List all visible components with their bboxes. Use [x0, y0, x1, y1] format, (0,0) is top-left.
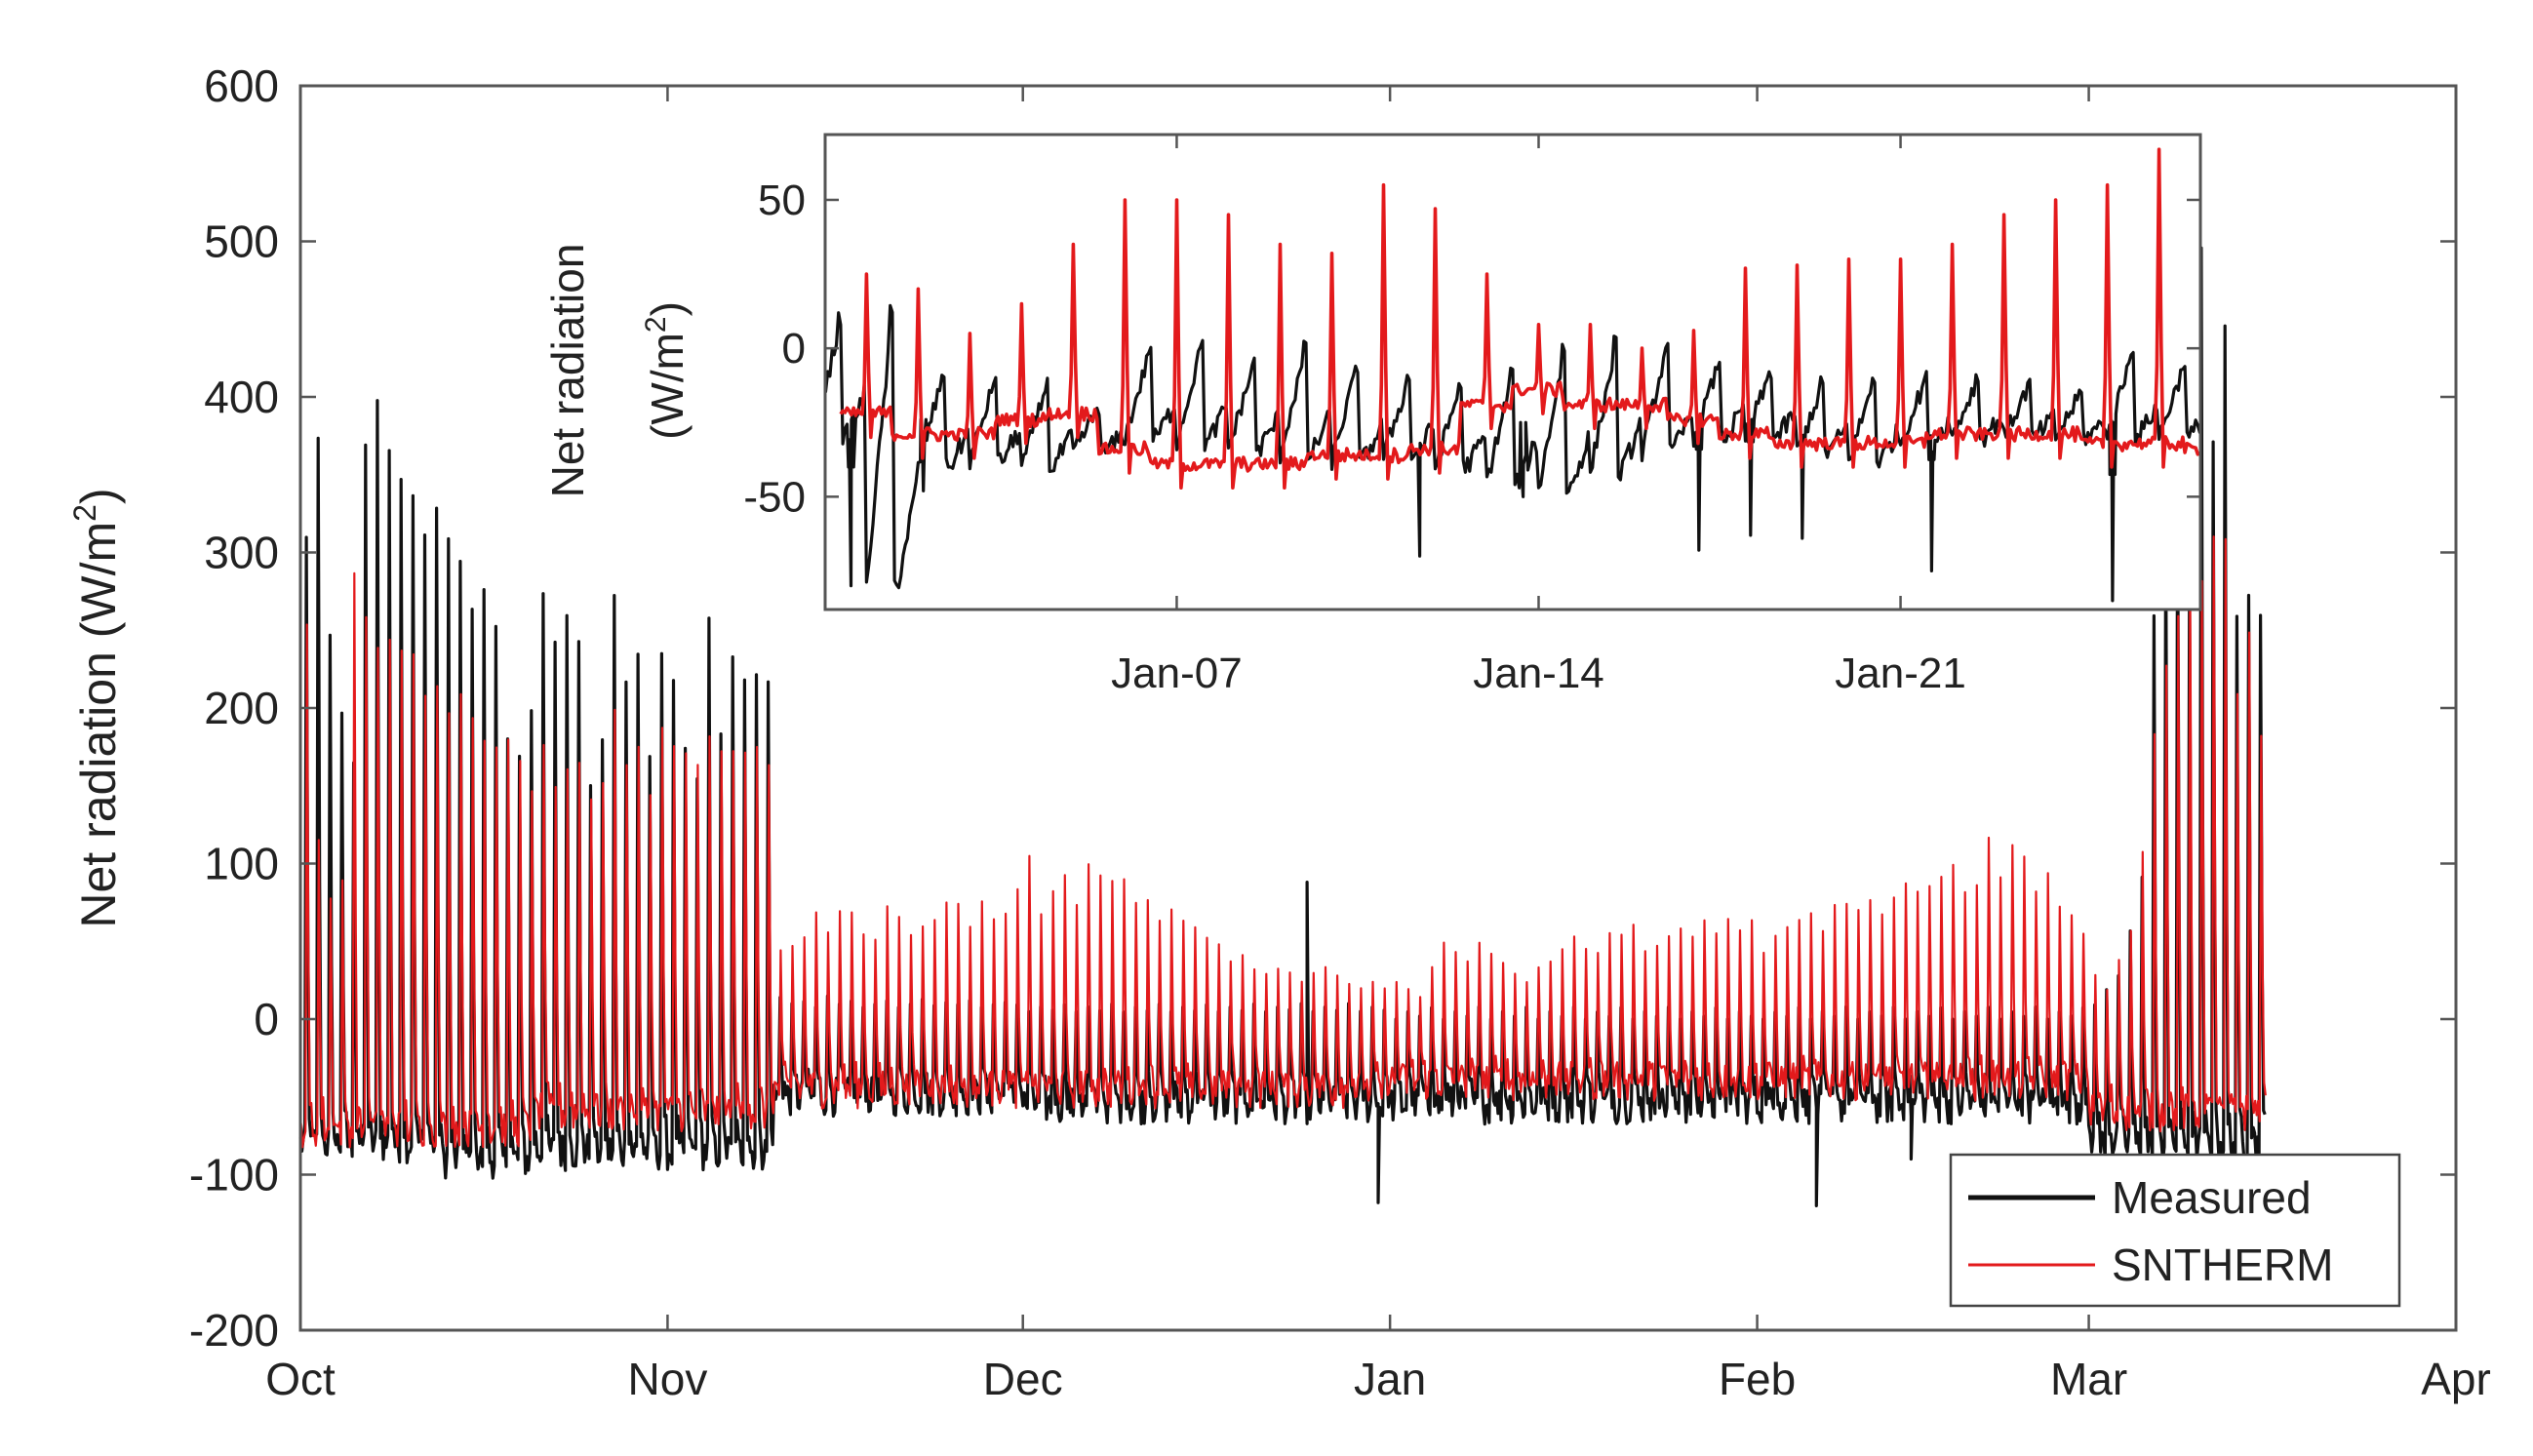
- legend-sntherm-label: SNTHERM: [2112, 1240, 2333, 1290]
- main-x-tick-label: Nov: [628, 1354, 708, 1404]
- inset-series-sntherm-line: [839, 147, 2201, 490]
- inset-y-axis-label-line2-text: (W/m: [642, 333, 693, 440]
- legend: Measured SNTHERM: [1949, 1153, 2401, 1308]
- inset-y-tick-label: -50: [743, 473, 806, 521]
- inset-y-axis-label-close: ): [642, 301, 693, 316]
- main-series-measured-line: [298, 246, 2267, 1207]
- main-plot: Oct Nov Dec Jan Feb Mar Apr 600500400300200100…: [67, 60, 2491, 1404]
- main-y-axis-label-close: ): [71, 488, 126, 504]
- main-x-tick-label: Jan: [1354, 1354, 1426, 1404]
- main-y-tick-label: 200: [204, 683, 279, 733]
- inset-y-tick-label: 0: [782, 325, 806, 373]
- main-y-tick-label: 400: [204, 372, 279, 422]
- legend-measured-label: Measured: [2112, 1172, 2312, 1223]
- inset-series-measured-line: [823, 303, 2202, 603]
- inset-x-tick-label: Jan-07: [1111, 649, 1243, 697]
- main-y-tick-label: -200: [189, 1305, 279, 1356]
- main-series-sntherm-line: [299, 535, 2267, 1149]
- main-y-axis-label-superscript: 2: [67, 504, 102, 522]
- inset-y-axis-label-line2: (W/m2): [640, 301, 693, 440]
- inset-plot-frame: [823, 133, 2202, 611]
- inset-series-layer: [823, 147, 2202, 603]
- main-y-tick-label: 500: [204, 216, 279, 267]
- inset-y-tick-label: 50: [758, 177, 806, 224]
- inset-plot: Jan-07 Jan-14 Jan-21 500-50 Net radiation …: [542, 133, 2202, 697]
- main-x-tick-label: Dec: [983, 1354, 1063, 1404]
- main-y-tick-label: 600: [204, 60, 279, 111]
- main-x-tick-label: Apr: [2421, 1354, 2491, 1404]
- inset-y-ticks: 50 0 -50: [743, 177, 2200, 521]
- legend-box: [1949, 1153, 2401, 1308]
- main-x-tick-label: Mar: [2050, 1354, 2127, 1404]
- main-series-layer: [298, 246, 2267, 1207]
- main-y-axis-label: Net radiation (W/m2): [67, 488, 126, 927]
- inset-x-tick-label: Jan-14: [1473, 649, 1604, 697]
- inset-x-tick-label: Jan-21: [1835, 649, 1966, 697]
- main-y-axis-label-text: Net radiation (W/m: [71, 522, 126, 928]
- main-x-tick-label: Feb: [1719, 1354, 1796, 1404]
- inset-y-axis-label-line1: Net radiation: [542, 244, 593, 498]
- inset-y-axis-label-superscript: 2: [640, 316, 672, 333]
- main-y-tick-label: 300: [204, 528, 279, 578]
- inset-x-ticks: Jan-07 Jan-14 Jan-21: [1111, 135, 1966, 697]
- main-y-tick-label: 100: [204, 839, 279, 889]
- main-x-tick-label: Oct: [265, 1354, 336, 1404]
- main-y-tick-label: 0: [254, 994, 279, 1044]
- main-y-tick-label: -100: [189, 1150, 279, 1200]
- main-x-ticks: Oct Nov Dec Jan Feb Mar Apr: [265, 86, 2491, 1404]
